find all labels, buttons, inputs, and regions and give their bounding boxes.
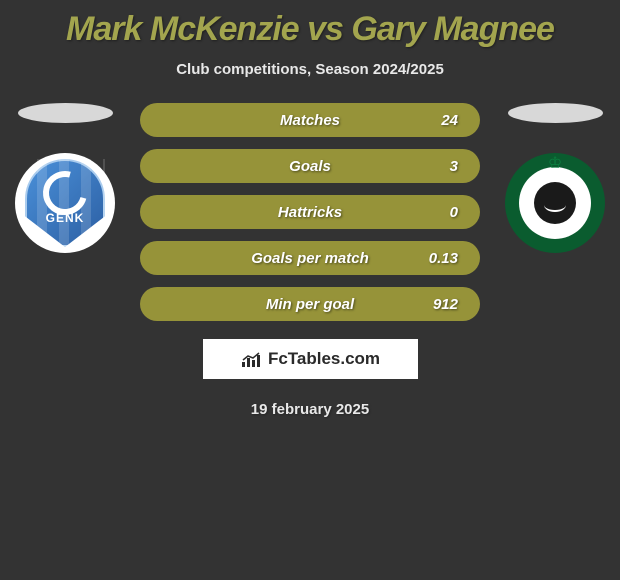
page-title: Mark McKenzie vs Gary Magnee [0,10,620,49]
stat-row-matches: Matches 24 [140,103,480,137]
branding-box: FcTables.com [203,339,418,379]
football-icon [534,182,576,224]
stat-label: Goals [162,158,458,175]
stat-value: 912 [433,296,458,313]
footer-date: 19 february 2025 [0,401,620,418]
stat-value: 24 [441,112,458,129]
stat-row-goals: Goals 3 [140,149,480,183]
stat-value: 0 [450,204,458,221]
player-oval-left [18,103,113,123]
stats-list: Matches 24 Goals 3 Hattricks 0 Goals per… [140,103,480,321]
stat-row-min-per-goal: Min per goal 912 [140,287,480,321]
stat-label: Min per goal [162,296,458,313]
stat-label: Matches [162,112,458,129]
cercle-brugge-club-badge: ♔ [505,153,605,253]
right-column: ♔ [500,103,610,253]
stat-value: 0.13 [429,250,458,267]
player-oval-right [508,103,603,123]
crown-icon: ♔ [548,153,562,173]
stat-label: Goals per match [162,250,458,267]
stat-value: 3 [450,158,458,175]
stat-row-goals-per-match: Goals per match 0.13 [140,241,480,275]
branding-text: FcTables.com [268,349,380,369]
subtitle: Club competitions, Season 2024/2025 [0,61,620,78]
left-column: GENK [10,103,120,253]
infographic-container: Mark McKenzie vs Gary Magnee Club compet… [0,0,620,428]
stat-label: Hattricks [162,204,458,221]
genk-club-badge: GENK [15,153,115,253]
chart-icon [240,350,262,368]
genk-shield-icon: GENK [25,159,105,247]
cercle-inner-icon: ♔ [519,167,591,239]
main-layout: GENK Matches 24 Goals 3 Hattricks 0 Goal… [0,103,620,321]
stat-row-hattricks: Hattricks 0 [140,195,480,229]
